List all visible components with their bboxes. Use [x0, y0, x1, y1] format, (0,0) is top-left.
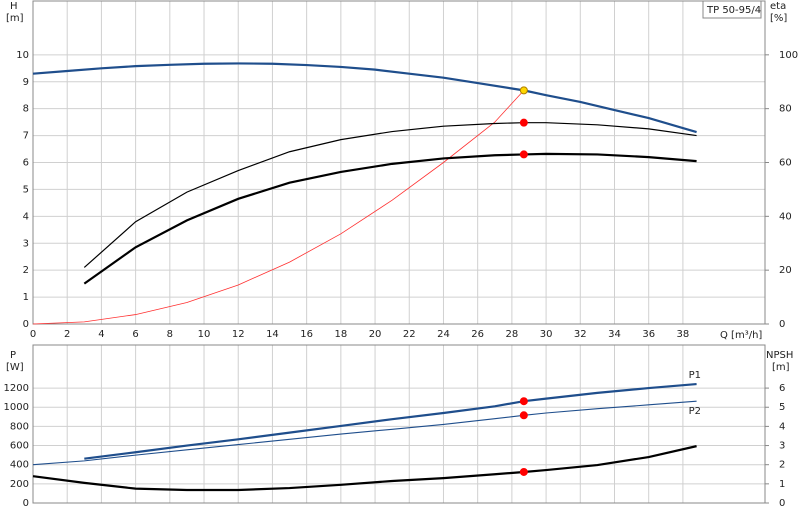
operating-point	[519, 411, 528, 420]
y-tick-label: 1200	[4, 383, 29, 394]
plot-frame	[32, 344, 766, 504]
curve	[83, 122, 697, 268]
y-tick-label: 3	[23, 238, 29, 249]
y-tick-label: 4	[23, 211, 29, 222]
y2-tick-label: 20	[779, 265, 792, 276]
curve	[32, 62, 697, 134]
y2-tick-label: 3	[779, 441, 785, 452]
y-tick-label: 5	[23, 184, 29, 195]
x-tick-label: 34	[608, 329, 621, 340]
y-axis-label: P	[10, 350, 16, 361]
x-tick-label: 18	[334, 329, 347, 340]
x-tick-label: 4	[98, 329, 104, 340]
y-tick-label: 200	[10, 479, 29, 490]
y-tick-label: 0	[23, 498, 29, 509]
y2-tick-label: 100	[779, 50, 798, 61]
y-tick-label: 9	[23, 77, 29, 88]
y2-tick-label: 80	[779, 104, 792, 115]
y2-tick-label: 40	[779, 211, 792, 222]
operating-point	[519, 397, 528, 406]
x-tick-label: 22	[403, 329, 416, 340]
y2-axis-label: eta	[770, 1, 786, 12]
x-tick-label: 36	[642, 329, 655, 340]
y2-axis-label: NPSH	[766, 350, 793, 361]
y2-axis-unit: [m]	[772, 362, 790, 373]
x-tick-label: 20	[369, 329, 382, 340]
y2-tick-label: 0	[779, 498, 785, 509]
x-tick-label: 6	[132, 329, 138, 340]
plot-frame	[32, 0, 766, 325]
operating-point	[519, 467, 528, 476]
curve-label: P2	[689, 406, 701, 417]
operating-point	[519, 150, 528, 159]
y2-tick-label: 1	[779, 479, 785, 490]
curve	[83, 152, 697, 285]
curve	[84, 382, 697, 460]
x-tick-label: 2	[64, 329, 70, 340]
y-tick-label: 1000	[4, 402, 29, 413]
y-tick-label: 0	[23, 319, 29, 330]
y-tick-label: 2	[23, 265, 29, 276]
x-axis-label: Q [m³/h]	[720, 330, 762, 341]
y-tick-label: 6	[23, 158, 29, 169]
y2-tick-label: 2	[779, 460, 785, 471]
y2-tick-label: 6	[779, 383, 785, 394]
y2-tick-label: 5	[779, 402, 785, 413]
y-tick-label: 8	[23, 104, 29, 115]
x-tick-label: 12	[232, 329, 245, 340]
y2-tick-label: 4	[779, 421, 785, 432]
y-axis-unit: [W]	[6, 362, 24, 373]
x-tick-label: 28	[506, 329, 519, 340]
x-tick-label: 38	[677, 329, 690, 340]
x-tick-label: 16	[300, 329, 313, 340]
x-tick-label: 14	[266, 329, 279, 340]
curve-label: P1	[689, 370, 701, 381]
y-tick-label: 400	[10, 460, 29, 471]
y-tick-label: 600	[10, 441, 29, 452]
x-tick-label: 10	[198, 329, 211, 340]
y-tick-label: 1	[23, 292, 29, 303]
y2-tick-label: 60	[779, 158, 792, 169]
y-tick-label: 10	[16, 50, 29, 61]
chart-title: TP 50-95/4	[706, 5, 761, 16]
x-tick-label: 0	[30, 329, 36, 340]
curve	[32, 445, 697, 492]
x-tick-label: 26	[471, 329, 484, 340]
x-tick-label: 8	[167, 329, 173, 340]
operating-point	[519, 118, 528, 127]
x-tick-label: 24	[437, 329, 450, 340]
x-tick-label: 30	[540, 329, 553, 340]
y2-tick-label: 0	[779, 319, 785, 330]
curve	[32, 400, 697, 466]
y-tick-label: 7	[23, 131, 29, 142]
y-axis-label: H	[10, 1, 18, 12]
x-tick-label: 32	[574, 329, 587, 340]
curve	[32, 90, 525, 325]
y2-axis-unit: [%]	[770, 13, 787, 24]
y-axis-unit: [m]	[6, 13, 24, 24]
y-tick-label: 800	[10, 421, 29, 432]
operating-point	[519, 86, 528, 95]
